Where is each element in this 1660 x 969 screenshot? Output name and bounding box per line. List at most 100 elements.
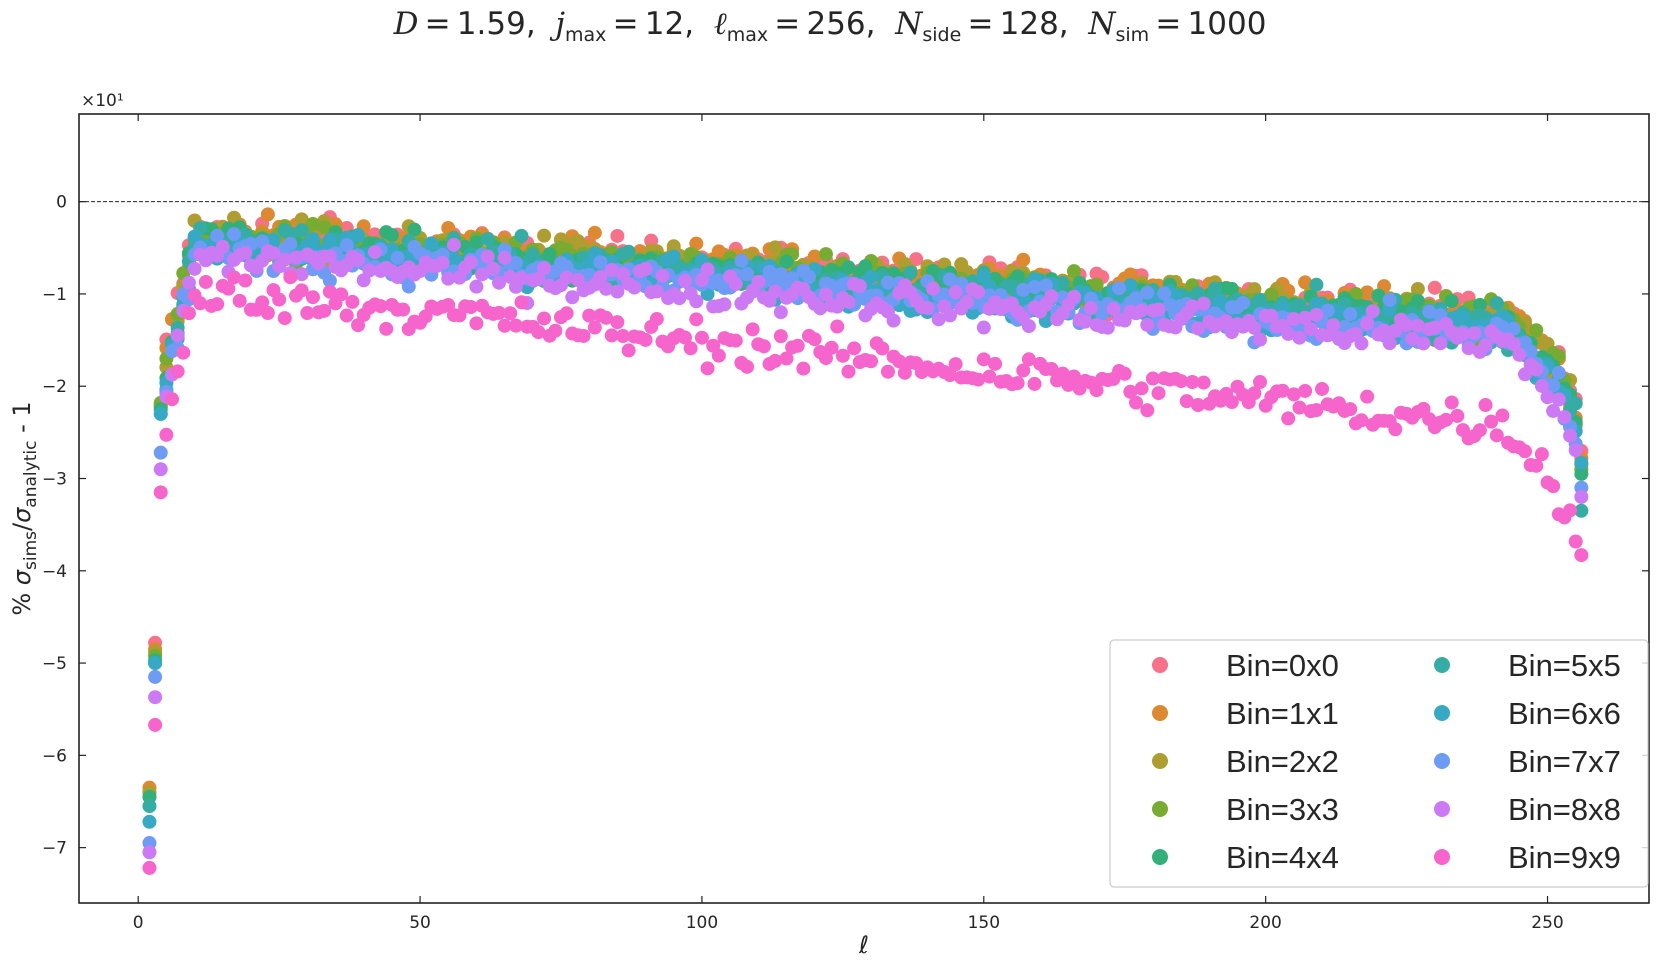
data-point <box>486 261 501 276</box>
data-point <box>582 308 597 323</box>
data-point <box>181 306 196 321</box>
x-tick-label: 100 <box>686 913 718 933</box>
data-point <box>508 318 523 333</box>
data-point <box>165 392 180 407</box>
title-nsim-value: 1000 <box>1187 6 1267 42</box>
data-point <box>1529 458 1544 473</box>
data-point <box>1185 299 1200 314</box>
data-point <box>1326 318 1341 333</box>
data-point <box>1309 296 1324 311</box>
data-point <box>1066 264 1081 279</box>
data-point <box>982 369 997 384</box>
data-point <box>1523 344 1538 359</box>
data-point <box>153 406 168 421</box>
legend-marker <box>1434 705 1450 721</box>
data-point <box>1010 376 1025 391</box>
title-nsim-sub: sim <box>1115 24 1150 47</box>
data-point <box>802 269 817 284</box>
data-point <box>559 270 574 285</box>
data-point <box>1506 321 1521 336</box>
data-point <box>864 354 879 369</box>
data-point <box>1140 317 1155 332</box>
data-point <box>689 312 704 327</box>
data-point <box>559 306 574 321</box>
data-point <box>362 263 377 278</box>
data-point <box>294 283 309 298</box>
data-point <box>1568 443 1583 458</box>
data-point <box>1207 281 1222 296</box>
data-point <box>396 302 411 317</box>
data-point <box>198 274 213 289</box>
data-point <box>159 427 174 442</box>
data-point <box>1224 395 1239 410</box>
data-point <box>170 364 185 379</box>
data-point <box>1478 398 1493 413</box>
data-point <box>1213 293 1228 308</box>
data-point <box>283 227 298 242</box>
data-point <box>593 255 608 270</box>
data-point <box>1298 383 1313 398</box>
data-point <box>142 814 157 829</box>
data-point <box>1179 394 1194 409</box>
data-point <box>830 319 845 334</box>
title-nside-value: 128 <box>999 6 1059 42</box>
data-point <box>1281 326 1296 341</box>
data-point <box>1286 387 1301 402</box>
data-point <box>773 329 788 344</box>
data-point <box>1021 319 1036 334</box>
data-point <box>1489 296 1504 311</box>
data-point <box>1191 286 1206 301</box>
data-point <box>649 312 664 327</box>
data-point <box>1083 301 1098 316</box>
data-point <box>1055 366 1070 381</box>
data-point <box>959 295 974 310</box>
data-point <box>976 352 991 367</box>
data-point <box>1089 383 1104 398</box>
data-point <box>1089 277 1104 292</box>
title-l-symbol: ℓ <box>713 6 727 42</box>
data-point <box>903 265 918 280</box>
data-point <box>277 311 292 326</box>
data-point <box>565 290 580 305</box>
data-point <box>1145 371 1160 386</box>
data-point <box>480 249 495 264</box>
data-point <box>717 297 732 312</box>
data-point <box>1563 503 1578 518</box>
data-point <box>305 216 320 231</box>
data-point <box>1574 503 1589 518</box>
data-point <box>514 295 529 310</box>
data-point <box>260 305 275 320</box>
data-point <box>604 328 619 343</box>
data-point <box>1433 336 1448 351</box>
data-point <box>1157 286 1172 301</box>
data-point <box>700 262 715 277</box>
data-point <box>277 252 292 267</box>
data-point <box>1546 403 1561 418</box>
data-point <box>1574 466 1589 481</box>
data-point <box>700 361 715 376</box>
data-point <box>1191 321 1206 336</box>
data-point <box>762 264 777 279</box>
title-d-value: 1.59 <box>456 6 526 42</box>
data-point <box>531 272 546 287</box>
data-point <box>1506 337 1521 352</box>
data-point <box>672 291 687 306</box>
data-point <box>689 236 704 251</box>
data-point <box>858 259 873 274</box>
data-point <box>593 270 608 285</box>
legend-marker <box>1434 849 1450 865</box>
data-point <box>1044 361 1059 376</box>
data-point <box>181 275 196 290</box>
data-point <box>1546 479 1561 494</box>
data-point <box>238 245 253 260</box>
data-point <box>317 220 332 235</box>
data-point <box>367 245 382 260</box>
data-point <box>599 310 614 325</box>
data-point <box>424 236 439 251</box>
data-point <box>283 236 298 251</box>
data-point <box>1551 365 1566 380</box>
data-point <box>926 281 941 296</box>
data-point <box>796 361 811 376</box>
points-layer <box>142 207 1589 875</box>
legend-label: Bin=3x3 <box>1226 792 1339 827</box>
